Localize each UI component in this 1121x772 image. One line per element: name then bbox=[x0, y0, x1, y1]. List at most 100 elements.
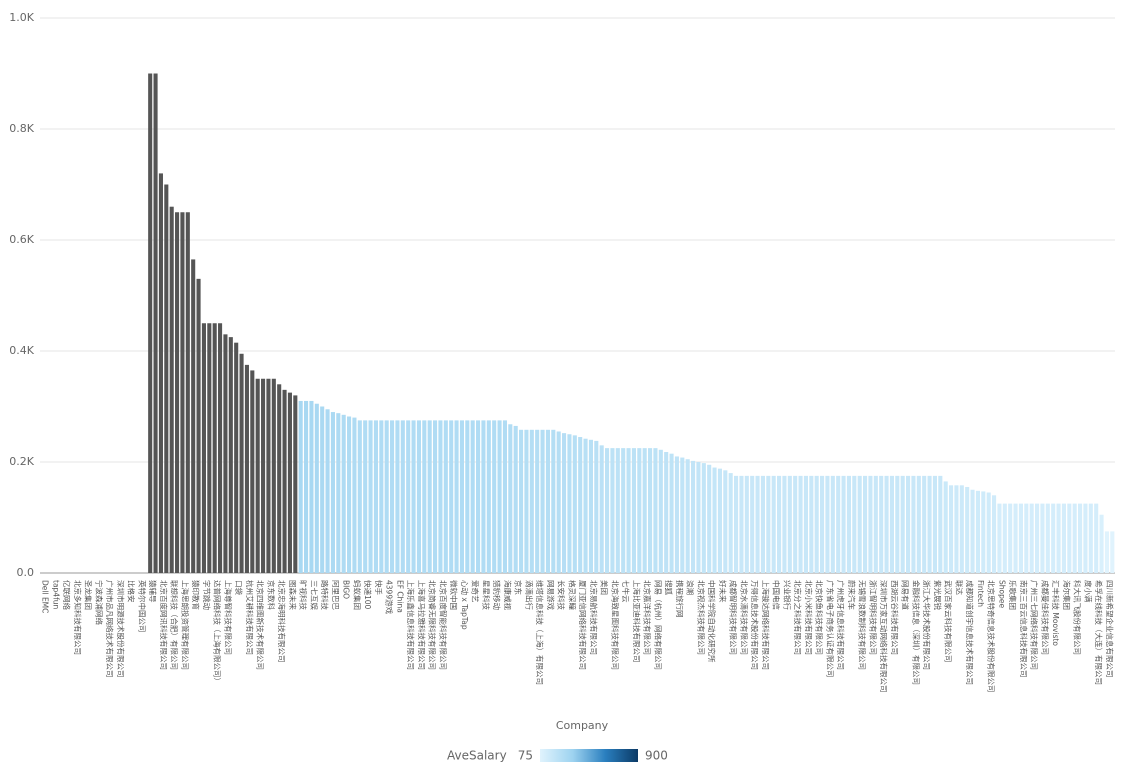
bar bbox=[631, 448, 636, 573]
x-tick-label: 广州三七网络科技有限公司 bbox=[1030, 580, 1040, 670]
bar bbox=[502, 420, 507, 573]
bar bbox=[492, 420, 497, 573]
bar bbox=[895, 475, 900, 573]
x-tick-label: tap4fun bbox=[51, 580, 60, 609]
bar bbox=[175, 212, 180, 573]
bar bbox=[777, 475, 782, 573]
x-tick-label: 金融科技信息（深圳）有限公司 bbox=[911, 580, 921, 685]
legend-gradient bbox=[540, 749, 638, 762]
bar bbox=[857, 475, 862, 573]
x-tick-label: 成都曼佳科技有限公司 bbox=[1040, 580, 1050, 655]
x-tick-label: 北京简睿无限科技有限公司 bbox=[428, 580, 438, 670]
bar bbox=[508, 424, 513, 573]
bar bbox=[793, 475, 798, 573]
bar bbox=[185, 212, 190, 573]
x-tick-label: 北京思特奇信息技术股份有限公司 bbox=[987, 580, 997, 693]
bar bbox=[390, 420, 395, 573]
bar bbox=[572, 435, 577, 573]
x-tick-label: 无锡雪浪数制科技有限公司 bbox=[858, 580, 868, 670]
bar bbox=[1072, 503, 1077, 573]
x-tick-label: Dell EMC bbox=[41, 580, 50, 613]
x-tick-label: 度小满 bbox=[1083, 580, 1093, 603]
bar bbox=[621, 448, 626, 573]
bar bbox=[212, 323, 217, 573]
bar bbox=[191, 259, 196, 573]
x-tick-label: 达普网络科技（上海有限公司） bbox=[213, 580, 223, 685]
bar bbox=[658, 449, 663, 573]
bar bbox=[223, 334, 228, 573]
bar bbox=[674, 456, 679, 573]
bar bbox=[535, 429, 540, 573]
y-tick-label: 1.0K bbox=[9, 11, 34, 24]
x-tick-label: 滴滴出行 bbox=[524, 580, 534, 610]
x-tick-label: 心动 x TapTap bbox=[460, 580, 470, 630]
bar bbox=[244, 364, 249, 573]
x-tick-label: 美团 bbox=[600, 580, 610, 595]
bar bbox=[330, 412, 335, 573]
bar bbox=[411, 420, 416, 573]
bar bbox=[943, 481, 948, 573]
bar bbox=[664, 452, 669, 573]
bar bbox=[997, 503, 1002, 573]
bar bbox=[255, 378, 260, 573]
x-tick-label: EF China bbox=[395, 580, 404, 613]
bar bbox=[293, 395, 298, 573]
bar bbox=[868, 475, 873, 573]
bar bbox=[218, 323, 223, 573]
x-tick-label: 星星科技 bbox=[481, 580, 491, 610]
bar bbox=[1024, 503, 1029, 573]
y-tick-label: 0.6K bbox=[9, 233, 34, 246]
bar bbox=[734, 475, 739, 573]
bar bbox=[1018, 503, 1023, 573]
bar bbox=[427, 420, 432, 573]
x-tick-label: 深圳市明源技术股份有限公司 bbox=[116, 580, 126, 678]
bar bbox=[1099, 514, 1104, 573]
bar bbox=[588, 439, 593, 573]
bar bbox=[1083, 503, 1088, 573]
bar bbox=[648, 448, 653, 573]
x-tick-label: 北京百度智能科技有限公司 bbox=[438, 580, 448, 670]
x-tick-label: 京东 bbox=[514, 580, 524, 595]
bar bbox=[228, 337, 233, 573]
x-tick-label: 维塔信息科技（上海）有限公司 bbox=[535, 580, 545, 685]
x-tick-label: 旷视科技 bbox=[299, 580, 309, 610]
bar bbox=[352, 417, 357, 573]
bar bbox=[486, 420, 491, 573]
bar bbox=[1104, 531, 1109, 573]
bar bbox=[750, 475, 755, 573]
x-tick-label: 海尔集团 bbox=[1062, 580, 1072, 610]
bar bbox=[438, 420, 443, 573]
x-tick-label: 北京多知科技有限公司 bbox=[73, 580, 83, 655]
x-tick-label: 4399游戏 bbox=[385, 580, 395, 615]
bar bbox=[1013, 503, 1018, 573]
bar bbox=[180, 212, 185, 573]
x-tick-label: 宁波森浦网络 bbox=[94, 580, 104, 625]
bar bbox=[975, 490, 980, 573]
bar bbox=[927, 475, 932, 573]
bar bbox=[1094, 503, 1099, 573]
x-tick-label: 浙江大华技术股份有限公司 bbox=[922, 580, 932, 670]
x-tick-label: 京东数科 bbox=[266, 580, 276, 610]
x-tick-label: 北京视杰科技有限公司 bbox=[696, 580, 706, 655]
x-tick-label: 亿联网络 bbox=[62, 580, 72, 610]
bar bbox=[207, 323, 212, 573]
x-tick-label: 杭州艾耕科技有限公司 bbox=[245, 580, 255, 655]
bar bbox=[615, 448, 620, 573]
x-tick-label: 浪潮 bbox=[686, 580, 696, 595]
bar bbox=[470, 420, 475, 573]
x-tick-label: 口袋 bbox=[234, 580, 244, 595]
bar bbox=[287, 392, 292, 573]
bar bbox=[298, 400, 303, 573]
x-tick-label: 汇丰科技 Moovisto bbox=[1051, 580, 1061, 646]
bar bbox=[836, 475, 841, 573]
bar bbox=[1067, 503, 1072, 573]
bar bbox=[965, 486, 970, 573]
bar bbox=[454, 420, 459, 573]
bar bbox=[497, 420, 502, 573]
x-tick-label: BIGO bbox=[342, 580, 351, 599]
bar bbox=[551, 429, 556, 573]
bar bbox=[599, 445, 604, 573]
bar bbox=[148, 73, 153, 573]
bar bbox=[846, 475, 851, 573]
bar bbox=[782, 475, 787, 573]
